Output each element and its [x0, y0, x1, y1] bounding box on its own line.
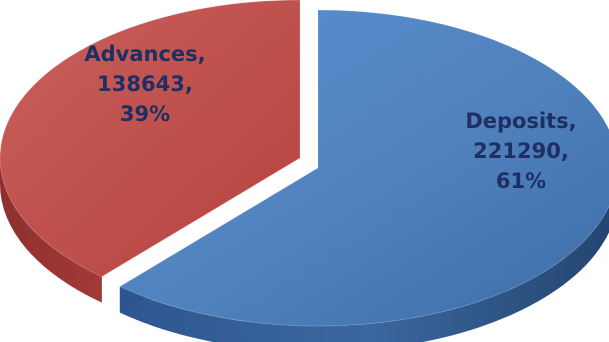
- data-label-line: 221290,: [473, 139, 569, 163]
- data-label-line: 39%: [120, 102, 170, 126]
- data-label-deposits: Deposits, 221290, 61%: [465, 109, 576, 193]
- data-label-advances: Advances, 138643, 39%: [84, 42, 205, 126]
- data-label-line: 61%: [496, 169, 546, 193]
- data-label-line: Deposits,: [465, 109, 576, 133]
- pie-slice-deposits: [118, 9, 609, 342]
- pie-slice-advances: [0, 0, 301, 303]
- data-label-line: 138643,: [97, 72, 193, 96]
- data-label-line: Advances,: [84, 42, 205, 66]
